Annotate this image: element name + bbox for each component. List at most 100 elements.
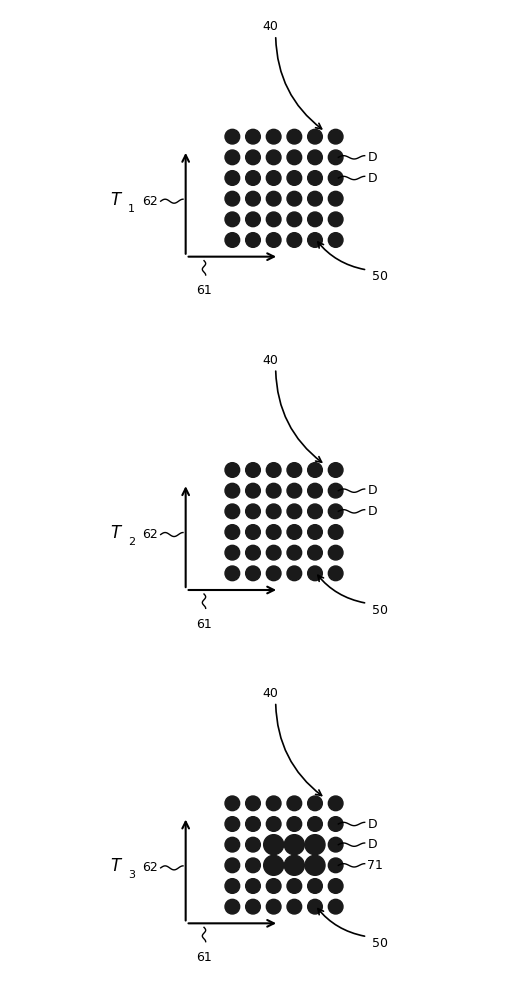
Circle shape (246, 796, 261, 811)
Circle shape (246, 525, 261, 539)
Circle shape (308, 796, 322, 811)
Circle shape (266, 191, 281, 206)
Circle shape (287, 899, 301, 914)
Circle shape (328, 899, 343, 914)
Circle shape (246, 150, 261, 165)
Circle shape (225, 233, 240, 247)
Text: 61: 61 (196, 618, 212, 631)
Circle shape (225, 545, 240, 560)
Circle shape (328, 150, 343, 165)
Circle shape (287, 566, 301, 581)
Circle shape (308, 545, 322, 560)
Circle shape (287, 212, 301, 227)
Circle shape (225, 129, 240, 144)
Circle shape (266, 463, 281, 477)
Circle shape (328, 463, 343, 477)
Text: D: D (367, 484, 377, 497)
Circle shape (225, 879, 240, 893)
Circle shape (328, 504, 343, 519)
Circle shape (308, 171, 322, 185)
Circle shape (287, 233, 301, 247)
Circle shape (246, 566, 261, 581)
Circle shape (225, 171, 240, 185)
Circle shape (287, 817, 301, 831)
Circle shape (266, 525, 281, 539)
Circle shape (266, 566, 281, 581)
Circle shape (287, 191, 301, 206)
Text: D: D (367, 505, 377, 518)
Circle shape (287, 545, 301, 560)
Text: 40: 40 (263, 687, 279, 700)
Text: 40: 40 (263, 20, 279, 33)
Circle shape (308, 212, 322, 227)
Circle shape (287, 796, 301, 811)
Circle shape (246, 899, 261, 914)
Circle shape (225, 191, 240, 206)
Circle shape (328, 817, 343, 831)
Circle shape (225, 150, 240, 165)
Circle shape (225, 796, 240, 811)
Text: 2: 2 (128, 537, 135, 547)
Circle shape (328, 796, 343, 811)
Circle shape (287, 525, 301, 539)
Circle shape (308, 525, 322, 539)
Text: 50: 50 (372, 270, 388, 283)
Circle shape (266, 504, 281, 519)
Circle shape (266, 212, 281, 227)
Text: 1: 1 (128, 204, 135, 214)
Text: 61: 61 (196, 284, 212, 297)
Circle shape (328, 191, 343, 206)
Circle shape (246, 545, 261, 560)
Circle shape (328, 483, 343, 498)
Circle shape (287, 150, 301, 165)
Circle shape (225, 837, 240, 852)
Circle shape (246, 817, 261, 831)
Circle shape (308, 566, 322, 581)
Text: 62: 62 (142, 528, 158, 541)
Circle shape (246, 879, 261, 893)
Circle shape (308, 483, 322, 498)
Circle shape (246, 483, 261, 498)
Circle shape (246, 837, 261, 852)
Circle shape (246, 504, 261, 519)
Circle shape (287, 463, 301, 477)
Circle shape (225, 504, 240, 519)
Circle shape (264, 855, 284, 875)
Circle shape (266, 879, 281, 893)
Text: D: D (367, 818, 377, 830)
Circle shape (328, 545, 343, 560)
Circle shape (266, 796, 281, 811)
Circle shape (266, 171, 281, 185)
Circle shape (308, 191, 322, 206)
Circle shape (328, 879, 343, 893)
Circle shape (287, 879, 301, 893)
Circle shape (266, 129, 281, 144)
Circle shape (308, 899, 322, 914)
Text: 71: 71 (367, 859, 383, 872)
Text: T: T (111, 857, 121, 875)
Text: 61: 61 (196, 951, 212, 964)
Text: T: T (111, 191, 121, 209)
Circle shape (308, 504, 322, 519)
Circle shape (225, 899, 240, 914)
Text: 3: 3 (128, 870, 135, 880)
Circle shape (328, 171, 343, 185)
Circle shape (225, 566, 240, 581)
Text: T: T (111, 524, 121, 542)
Circle shape (246, 129, 261, 144)
Circle shape (328, 837, 343, 852)
Circle shape (246, 233, 261, 247)
Circle shape (287, 483, 301, 498)
Circle shape (328, 566, 343, 581)
Text: D: D (367, 838, 377, 851)
Circle shape (328, 212, 343, 227)
Text: D: D (367, 151, 377, 164)
Text: 50: 50 (372, 603, 388, 616)
Circle shape (266, 483, 281, 498)
Circle shape (287, 504, 301, 519)
Circle shape (266, 233, 281, 247)
Circle shape (287, 171, 301, 185)
Circle shape (308, 879, 322, 893)
Text: 40: 40 (263, 354, 279, 366)
Circle shape (305, 855, 325, 875)
